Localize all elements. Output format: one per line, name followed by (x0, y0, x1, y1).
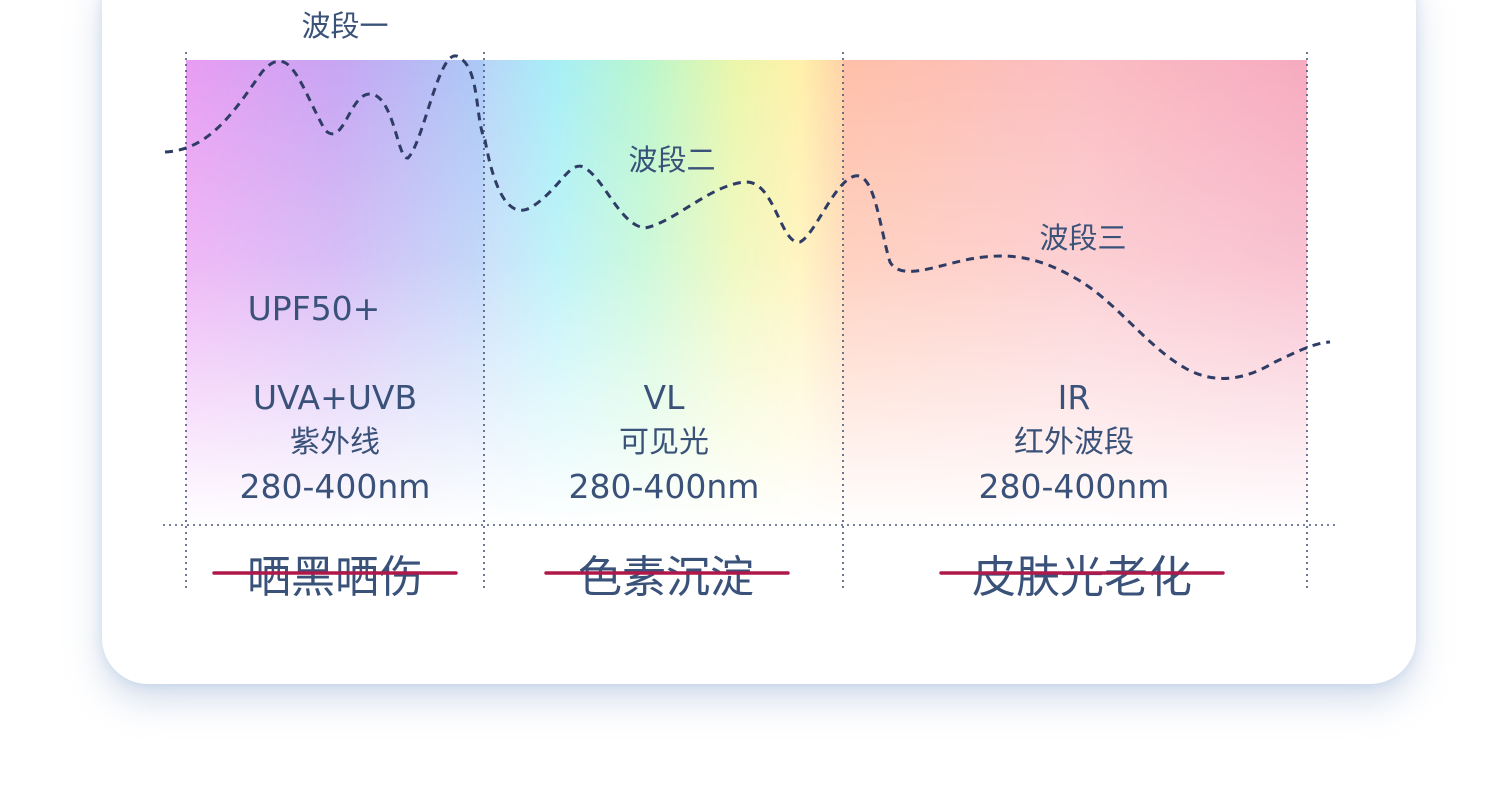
wave-label-1: 波段一 (301, 9, 388, 43)
ir-panel (843, 60, 1307, 526)
band-1-range: 280-400nm (240, 467, 431, 506)
wave-label-2: 波段二 (628, 143, 715, 177)
intensity-curve (164, 54, 1331, 380)
effect-1: 晒黑晒伤 (247, 552, 423, 603)
band-1-code: UVA+UVB (253, 378, 417, 417)
effect-2: 色素沉淀 (578, 552, 754, 603)
uv-panel (186, 60, 484, 526)
effect-3: 皮肤光老化 (972, 552, 1192, 603)
band-3-range: 280-400nm (979, 467, 1170, 506)
band-3-name: 红外波段 (1014, 425, 1134, 460)
visible-panel (484, 60, 843, 526)
spectrum-fill (186, 60, 1307, 526)
band-2-name: 可见光 (619, 425, 709, 460)
wave-label-3: 波段三 (1039, 221, 1126, 255)
band-2-range: 280-400nm (569, 467, 760, 506)
band-2-code: VL (644, 378, 686, 417)
band-1-name: 紫外线 (290, 425, 380, 460)
upf-rating: UPF50+ (248, 289, 381, 328)
band-3-code: IR (1058, 378, 1091, 417)
